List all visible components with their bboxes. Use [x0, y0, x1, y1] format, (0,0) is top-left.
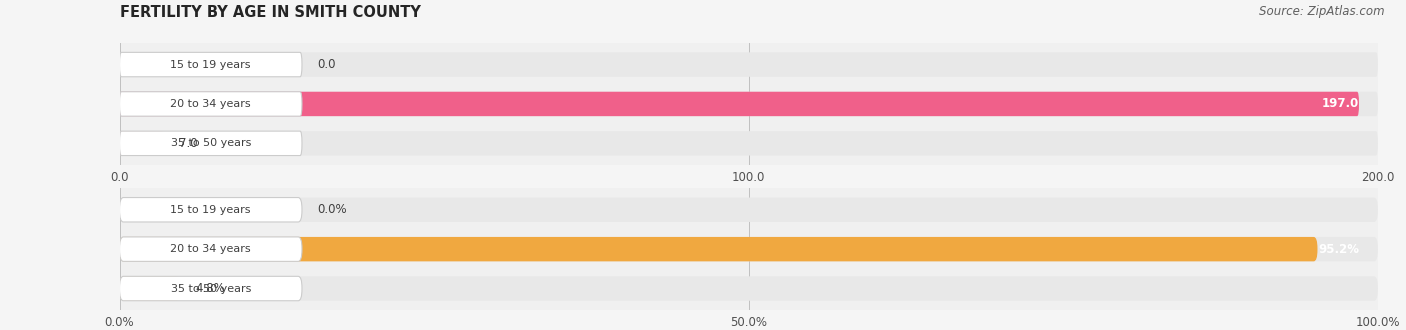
FancyBboxPatch shape — [120, 276, 180, 301]
FancyBboxPatch shape — [120, 92, 1360, 116]
Text: 20 to 34 years: 20 to 34 years — [170, 99, 252, 109]
FancyBboxPatch shape — [120, 198, 1378, 222]
FancyBboxPatch shape — [120, 92, 1378, 116]
Text: FERTILITY BY AGE IN SMITH COUNTY: FERTILITY BY AGE IN SMITH COUNTY — [120, 5, 420, 20]
FancyBboxPatch shape — [120, 276, 1378, 301]
Text: 7.0: 7.0 — [179, 137, 197, 150]
Text: 95.2%: 95.2% — [1317, 243, 1360, 256]
Text: 4.8%: 4.8% — [195, 282, 225, 295]
FancyBboxPatch shape — [120, 52, 1378, 77]
Text: 15 to 19 years: 15 to 19 years — [170, 59, 252, 70]
FancyBboxPatch shape — [120, 237, 1317, 261]
Text: 20 to 34 years: 20 to 34 years — [170, 244, 252, 254]
Text: 35 to 50 years: 35 to 50 years — [170, 283, 250, 294]
Text: 15 to 19 years: 15 to 19 years — [170, 205, 252, 215]
FancyBboxPatch shape — [120, 276, 302, 301]
FancyBboxPatch shape — [120, 237, 1378, 261]
Text: Source: ZipAtlas.com: Source: ZipAtlas.com — [1260, 5, 1385, 18]
Text: 0.0: 0.0 — [318, 58, 336, 71]
FancyBboxPatch shape — [120, 131, 1378, 155]
FancyBboxPatch shape — [120, 237, 302, 261]
Text: 0.0%: 0.0% — [318, 203, 347, 216]
FancyBboxPatch shape — [120, 52, 302, 77]
Text: 197.0: 197.0 — [1322, 97, 1360, 111]
Text: 35 to 50 years: 35 to 50 years — [170, 138, 250, 148]
FancyBboxPatch shape — [120, 198, 302, 222]
FancyBboxPatch shape — [120, 131, 302, 155]
FancyBboxPatch shape — [120, 92, 302, 116]
FancyBboxPatch shape — [120, 131, 163, 155]
